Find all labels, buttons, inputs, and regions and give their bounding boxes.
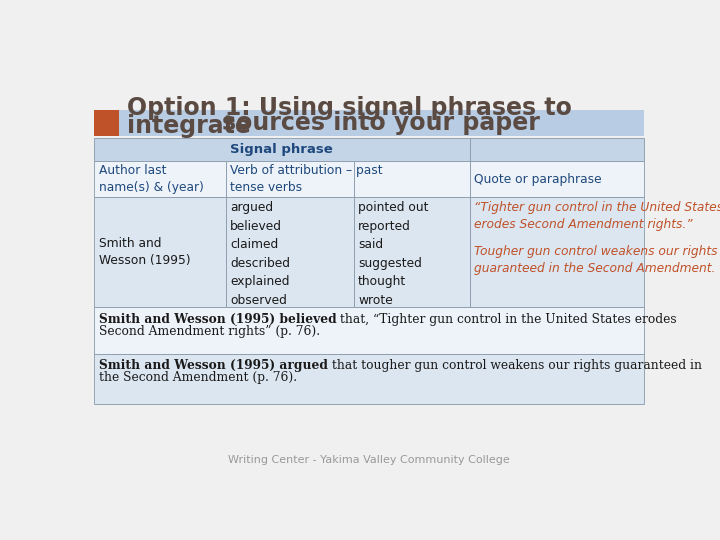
Bar (469, 197, 644, 307)
Text: that, “Tighter gun control in the United States erodes: that, “Tighter gun control in the United… (336, 313, 677, 326)
Text: Verb of attribution – past
tense verbs: Verb of attribution – past tense verbs (230, 164, 383, 194)
Text: Smith and Wesson (1995) believed: Smith and Wesson (1995) believed (99, 313, 336, 326)
Text: Signal phrase: Signal phrase (230, 143, 333, 156)
Bar (94, 138, 469, 161)
Text: Smith and
Wesson (1995): Smith and Wesson (1995) (99, 237, 190, 267)
Text: that tougher gun control weakens our rights guaranteed in: that tougher gun control weakens our rig… (328, 359, 701, 372)
Text: the Second Amendment (p. 76).: the Second Amendment (p. 76). (99, 372, 297, 384)
Text: integrate: integrate (127, 114, 251, 138)
Text: Writing Center - Yakima Valley Community College: Writing Center - Yakima Valley Community… (228, 455, 510, 465)
Bar (94, 354, 644, 403)
Text: “Tighter gun control in the United States
erodes Second Amendment rights.”: “Tighter gun control in the United State… (474, 201, 720, 231)
Text: Quote or paraphrase: Quote or paraphrase (474, 173, 602, 186)
Bar (94, 307, 644, 354)
Text: Smith and Wesson (1995) argued: Smith and Wesson (1995) argued (99, 359, 328, 372)
Text: pointed out
reported
said
suggested
thought
wrote: pointed out reported said suggested thou… (358, 201, 428, 307)
Bar (94, 161, 225, 197)
Bar (225, 197, 354, 307)
Bar (94, 197, 225, 307)
Bar (469, 161, 644, 197)
Text: Author last
name(s) & (year): Author last name(s) & (year) (99, 164, 204, 194)
Bar (225, 161, 354, 197)
Bar (354, 197, 469, 307)
Text: sources into your paper: sources into your paper (222, 111, 539, 136)
Bar (94, 110, 119, 136)
Bar (469, 138, 644, 161)
Text: Second Amendment rights” (p. 76).: Second Amendment rights” (p. 76). (99, 325, 320, 338)
Bar (119, 110, 644, 136)
Bar (354, 161, 469, 197)
Text: argued
believed
claimed
described
explained
observed: argued believed claimed described explai… (230, 201, 290, 307)
Text: Tougher gun control weakens our rights
guaranteed in the Second Amendment.: Tougher gun control weakens our rights g… (474, 245, 718, 275)
Text: Option 1: Using signal phrases to: Option 1: Using signal phrases to (127, 96, 572, 119)
